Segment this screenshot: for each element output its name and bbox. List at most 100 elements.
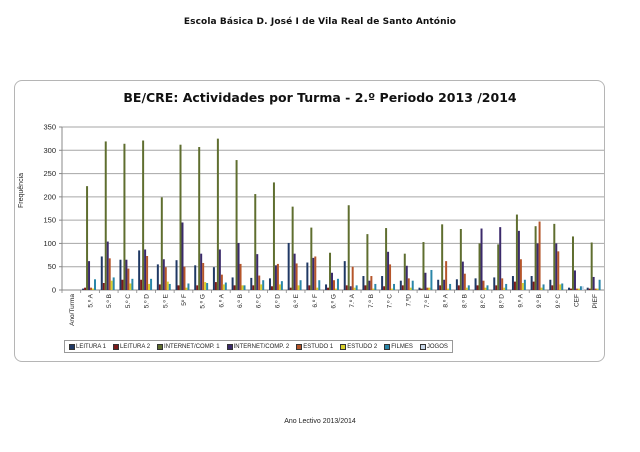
x-tick-label: 8.º A [443,293,450,307]
x-tick-label: Ano/Turma [69,294,76,326]
legend-swatch-icon [157,343,164,350]
bar [216,138,219,290]
bar [106,241,109,290]
bar [553,223,556,290]
bar [202,262,205,290]
bar [439,285,442,290]
x-tick-label: 5.º A [88,293,95,307]
bar [308,285,311,290]
bar [222,284,225,290]
x-tick-label: 6.º D [274,294,281,309]
x-tick-label: 7.º B [368,294,375,308]
bar [497,244,500,290]
y-tick-label: 0 [52,286,56,295]
bar [499,227,502,290]
bar [108,258,111,290]
legend-label: FILMES [391,343,413,350]
bar [256,254,259,290]
bar [445,261,448,290]
bar [459,228,462,290]
bar [399,280,402,290]
bar [110,280,113,290]
bar [336,278,339,290]
bar [299,280,302,290]
y-tick-label: 50 [48,262,56,271]
bar [204,282,207,290]
bar [447,288,450,290]
bar [592,276,595,290]
bar [334,288,337,290]
bar [422,242,425,290]
bar [295,263,298,290]
bar [570,288,572,290]
bar [92,288,95,290]
bar [540,287,543,290]
bar [513,281,516,290]
bar [577,288,580,290]
bar [82,288,85,290]
bar [179,144,182,290]
bar [224,282,227,290]
bar [212,267,215,290]
bar [495,285,498,290]
bar [306,262,309,290]
bar [166,281,169,290]
bar [465,287,468,290]
bar [343,261,346,290]
bar [318,280,321,290]
bar [355,285,358,290]
bar [160,197,163,290]
bar [461,261,464,290]
bar [206,283,209,290]
bar [297,285,300,290]
bar [430,269,433,290]
bar [501,278,504,290]
legend-label: ESTUDO 2 [347,343,378,350]
bar [511,276,514,290]
bar [329,252,332,290]
bar [519,259,522,290]
bar [374,283,377,290]
x-tick-label: 7.º C [387,294,394,309]
bar [84,287,87,290]
bar [196,285,199,290]
bar [327,287,330,290]
bar [405,265,408,290]
bar [121,279,124,290]
legend-swatch-icon [384,343,391,350]
bar [478,243,481,290]
bar [333,280,335,290]
bar [250,277,253,290]
bar [291,206,294,290]
legend-item: INTERNET/COMP. 2 [226,343,289,350]
x-tick-label: 9.º A [517,293,524,307]
legend-label: LEITURA 1 [76,343,107,350]
bar [237,242,240,290]
bar [102,283,105,290]
bar [144,249,147,290]
bar [549,279,552,290]
bar [426,287,429,290]
x-tick-label: PIEF [592,294,599,308]
bar [557,251,560,290]
bar [142,140,145,290]
legend-item: ESTUDO 2 [340,343,378,350]
bar [104,141,107,290]
bar [351,266,354,290]
bar [551,285,554,290]
bar [449,283,452,290]
bar [276,263,279,290]
bar [183,266,186,290]
bar [272,182,275,290]
bar [164,267,167,290]
bar [331,272,333,290]
bar [534,226,537,290]
footer-text: Ano Lectivo 2013/2014 [284,418,356,425]
y-tick-label: 150 [43,216,56,225]
bar [86,186,89,290]
bar [127,268,130,290]
bar [559,284,562,290]
bar [383,286,386,290]
bar [424,272,427,290]
bar [389,264,392,290]
